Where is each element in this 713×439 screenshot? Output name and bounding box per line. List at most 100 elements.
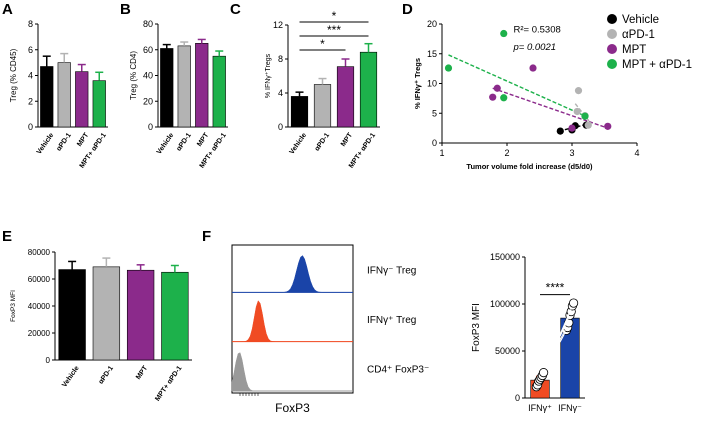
data-point [493,84,501,92]
y-tick-label: 0 [515,393,520,403]
panel-letter-e: E [2,228,12,245]
x-axis-label: FoxP3 [275,401,310,415]
bar [126,269,155,361]
y-tick-label: 0 [28,122,33,132]
y-tick-label: 4 [28,71,33,81]
y-tick-label: 8 [28,19,33,29]
data-point [568,124,576,132]
panel-e-chart: 0 20000 40000 60000 80000 Vehicle αPD-1 MPT MPT+… [10,248,192,403]
data-point [556,127,564,135]
category-label: MPT [196,131,211,148]
x-tick-label: 3 [569,148,574,158]
p-value-annotation: p= 0.0021 [513,42,557,53]
bar [359,51,378,128]
category-label: MPT [340,131,355,148]
bar [40,66,54,128]
data-point [444,64,453,72]
bar [177,45,191,128]
category-label: αPD-1 [98,365,115,386]
y-tick-label: 80000 [28,248,51,257]
legend-label: MPT + αPD-1 [622,59,692,71]
x-axis-label: Tumor volume fold increase (d5/d0) [466,162,593,171]
x-tick-label: 2 [504,148,509,158]
legend-swatch [607,59,617,69]
bar [212,55,226,128]
y-tick-label: 10 [427,79,437,89]
data-point [529,64,537,72]
panel-letter-b: B [120,1,131,18]
bar [57,62,71,128]
fit-line [492,87,608,129]
category-label: αPD-1 [314,132,331,153]
y-tick-label: 20 [143,96,153,106]
histogram-peak [231,300,354,342]
paired-point [568,298,579,308]
data-point [489,93,497,101]
category-label: IFNγ⁻ [558,403,582,413]
y-tick-label: 20 [427,19,437,29]
category-label: Vehicle [61,365,81,389]
y-tick-label: 40000 [28,302,51,311]
bar [58,269,86,361]
category-label: MPT [135,364,150,381]
category-label: αPD-1 [56,132,73,153]
y-tick-label: 0 [148,122,153,132]
panel-letter-a: A [2,1,13,18]
significance-label: *** [327,23,341,37]
data-point [604,122,612,130]
y-axis-label: Treg (% CD4) [129,51,138,100]
legend-label: Vehicle [622,14,659,26]
data-point [573,107,581,116]
category-label: Vehicle [156,132,176,156]
data-point [500,94,508,102]
category-label: IFNγ⁺ [528,403,552,413]
bar [195,43,209,128]
panel-letter-d: D [402,1,413,18]
y-axis-label: Treg (% CD45) [9,48,18,102]
y-axis-label: FoxP3 MFI [471,303,482,352]
category-label: MPT [76,131,91,148]
data-point [500,29,508,38]
significance-label: * [332,9,337,23]
y-tick-label: 5 [432,108,437,118]
significance-label: * [320,37,325,51]
y-tick-label: 150000 [490,252,520,262]
bar [313,84,332,128]
y-tick-label: 2 [28,96,33,106]
legend-swatch [607,44,617,54]
bar [160,48,174,128]
bar [290,96,309,128]
panel-letter-c: C [230,1,241,18]
y-tick-label: 4 [278,88,283,98]
y-tick-label: 0 [278,122,283,132]
paired-point [538,368,549,378]
bar [336,66,355,128]
panel-f-histogram: IFNγ⁻ Treg IFNγ⁺ Treg CD4⁺ FoxP3⁻ FoxP3 [231,244,429,415]
y-tick-label: 12 [273,20,283,30]
x-tick-label: 4 [634,148,639,158]
y-tick-label: 50000 [495,346,520,356]
category-label: Vehicle [289,132,309,156]
fit-line [448,54,589,119]
histogram-track-label: IFNγ⁺ Treg [367,315,416,326]
y-axis-label: % IFNγ⁺Tregs [265,53,272,98]
y-tick-label: 0 [432,138,437,148]
legend-swatch [607,29,617,39]
panel-letter-f: F [202,228,211,245]
y-tick-label: 40 [143,71,153,81]
panel-f-bar-chart: 0 50000 100000 150000 IFNγ⁺ IFNγ⁻ FoxP3 MFI ***… [471,252,585,413]
paired-line [543,302,575,373]
histogram-track-label: CD4⁺ FoxP3⁻ [367,364,429,375]
category-label: αPD-1 [176,132,193,153]
r-squared-annotation: R²= 0.5308 [514,24,561,35]
histogram-peak [231,352,353,392]
y-tick-label: 6 [28,45,33,55]
y-axis-label: % IFNγ⁺ Tregs [413,58,422,109]
y-tick-label: 0 [46,356,51,365]
y-tick-label: 8 [278,54,283,64]
category-label: Vehicle [36,132,56,156]
